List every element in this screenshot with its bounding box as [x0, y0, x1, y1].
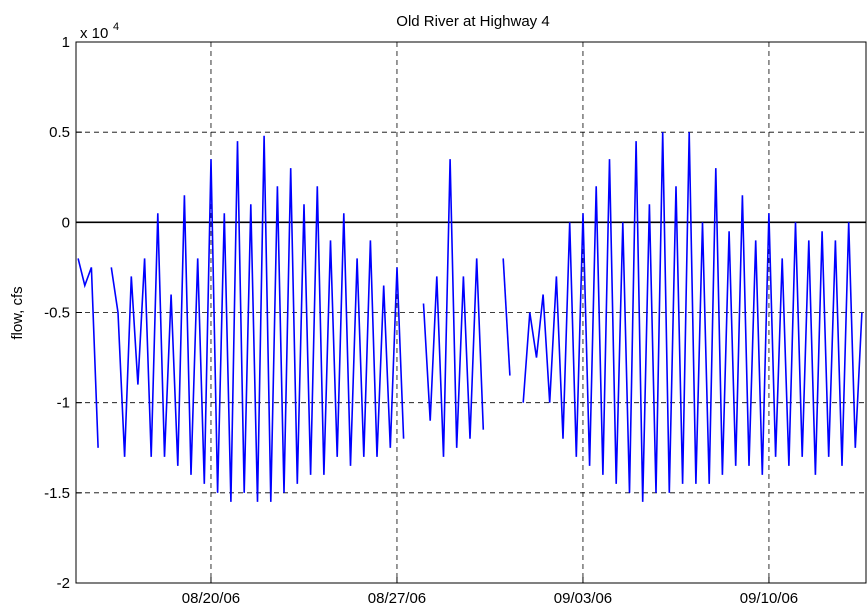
- y-tick-label: 1: [62, 34, 70, 51]
- y-tick-label: -1: [57, 395, 70, 412]
- x-tick-label: 09/03/06: [554, 590, 612, 607]
- x-tick-label: 08/27/06: [368, 590, 426, 607]
- flow-line: [77, 258, 99, 448]
- y-tick-label: -1.5: [44, 485, 70, 502]
- y-multiplier: x 10: [80, 25, 108, 42]
- x-tick-label: 09/10/06: [740, 590, 798, 607]
- y-axis-label: flow, cfs: [9, 286, 26, 339]
- plot-frame: [75, 41, 867, 584]
- y-tick-label: 0: [62, 214, 70, 231]
- flow-line: [422, 159, 485, 457]
- y-multiplier-exponent: 4: [113, 21, 119, 33]
- y-tick-label: -2: [57, 575, 70, 592]
- x-tick-label: 08/20/06: [182, 590, 240, 607]
- chart-title: Old River at Highway 4: [396, 13, 549, 30]
- flow-line: [502, 258, 511, 376]
- flow-line: [522, 132, 863, 502]
- y-tick-label: -0.5: [44, 305, 70, 322]
- y-tick-label: 0.5: [49, 124, 70, 141]
- flow-line: [110, 135, 405, 502]
